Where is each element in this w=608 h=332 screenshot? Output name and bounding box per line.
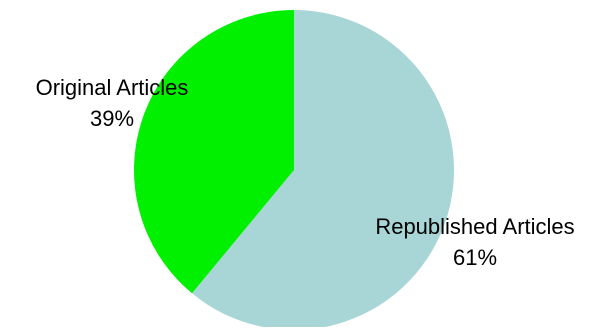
pie-labels: Republished Articles 61% Original Articles…	[36, 75, 575, 270]
pie-slices	[134, 10, 455, 330]
slice-percent-republished-articles: 61%	[453, 245, 497, 270]
slice-label-original-articles: Original Articles	[36, 75, 189, 100]
pie-slice-original-articles	[134, 10, 294, 294]
pie-slice-republished-articles	[192, 10, 455, 330]
slice-percent-original-articles: 39%	[90, 106, 134, 131]
slice-label-republished-articles: Republished Articles	[375, 214, 574, 239]
